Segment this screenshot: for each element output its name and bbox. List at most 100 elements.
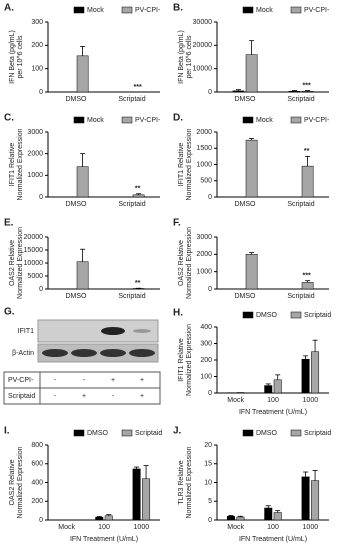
y-axis-label: OAS2 Relative: [9, 459, 16, 505]
legend-label: PV-CPI-: [135, 117, 161, 124]
legend-label: Scriptaid: [135, 430, 162, 437]
y-axis-label: OAS2 Relative: [9, 240, 16, 286]
legend-label: PV-CPI-: [304, 117, 330, 124]
x-tick-label: Scriptaid: [118, 96, 145, 103]
y-tick-label: 0: [208, 89, 212, 96]
sign: -: [54, 377, 57, 384]
x-tick-label: 100: [98, 524, 110, 531]
y-axis-label: OAS2 Relative: [178, 240, 185, 286]
legend-swatch: [73, 429, 85, 437]
bar: [132, 194, 145, 198]
y-tick-label: 15: [204, 461, 212, 468]
row-label: Scriptaid: [8, 393, 35, 400]
x-tick-label: Scriptaid: [118, 293, 145, 300]
significance: ***: [303, 82, 311, 89]
bar: [311, 480, 320, 521]
sign: +: [111, 377, 115, 384]
sign: +: [140, 393, 144, 400]
legend-swatch: [121, 116, 133, 124]
y-tick-label: 200: [31, 498, 43, 505]
legend-label: PV-CPI-: [135, 7, 161, 14]
y-tick-label: 20000: [193, 42, 213, 49]
y-tick-label: 500: [200, 178, 212, 185]
x-tick-label: DMSO: [235, 201, 257, 208]
y-tick-label: 10000: [24, 260, 44, 267]
y-tick-label: 0: [208, 517, 212, 524]
legend-label: Mock: [87, 7, 104, 14]
y-tick-label: 2000: [196, 251, 212, 258]
y-tick-label: 200: [31, 42, 43, 49]
y-axis-label: per 10^6 cells: [17, 35, 24, 78]
band-label: β-Actin: [12, 350, 34, 357]
blot-band: [129, 349, 155, 357]
legend-swatch: [121, 6, 133, 14]
y-axis-label: Normalized Expression: [186, 128, 193, 200]
significance: **: [135, 186, 141, 193]
sign: -: [83, 377, 86, 384]
sign: +: [82, 393, 86, 400]
bar: [132, 468, 141, 521]
x-tick-label: Scriptaid: [118, 201, 145, 208]
y-axis-label: IFN Beta (pg/mL): [9, 30, 16, 84]
legend-swatch: [290, 429, 302, 437]
bar: [301, 91, 314, 93]
legend-label: Scriptaid: [304, 312, 331, 319]
y-tick-label: 0: [208, 286, 212, 293]
panel-label: F.: [173, 218, 181, 229]
bar: [301, 165, 314, 198]
y-axis-label: TLR3 Relative: [178, 460, 185, 504]
legend-label: Mock: [256, 117, 273, 124]
bar: [76, 166, 89, 198]
x-tick-label: 100: [267, 524, 279, 531]
legend-swatch: [242, 6, 254, 14]
legend-label: DMSO: [87, 430, 109, 437]
x-tick-label: Mock: [227, 397, 244, 404]
bar: [76, 261, 89, 290]
bar: [104, 515, 113, 521]
panel-label: H.: [173, 308, 183, 319]
y-tick-label: 100: [31, 66, 43, 73]
y-axis-label: per 10^6 cells: [186, 35, 193, 78]
x-tick-label: DMSO: [235, 293, 257, 300]
x-axis-label: IFN Treatment (U/mL): [70, 536, 138, 543]
y-tick-label: 5000: [27, 273, 43, 280]
y-axis-label: IFIT1 Relative: [178, 338, 185, 382]
legend-swatch: [290, 311, 302, 319]
bar: [245, 254, 258, 290]
x-tick-label: Scriptaid: [287, 293, 314, 300]
y-tick-label: 600: [31, 461, 43, 468]
x-tick-label: Mock: [58, 524, 75, 531]
x-tick-label: DMSO: [66, 293, 88, 300]
significance: **: [135, 280, 141, 287]
panel-label: I.: [4, 426, 10, 437]
y-axis-label: Normalized Expression: [17, 227, 24, 299]
bar: [264, 385, 273, 394]
legend-swatch: [242, 429, 254, 437]
bar: [288, 91, 301, 93]
legend-label: Mock: [256, 7, 273, 14]
band-label: IFIT1: [18, 328, 34, 335]
y-tick-label: 100: [200, 373, 212, 380]
y-tick-label: 30000: [193, 19, 213, 26]
y-axis-label: IFIT1 Relative: [178, 143, 185, 187]
legend-swatch: [290, 116, 302, 124]
y-tick-label: 10000: [193, 66, 213, 73]
significance: **: [304, 148, 310, 155]
y-tick-label: 20000: [24, 234, 44, 241]
significance: ***: [303, 273, 311, 280]
blot-band: [100, 349, 126, 357]
y-tick-label: 1000: [196, 269, 212, 276]
y-tick-label: 800: [31, 442, 43, 449]
y-tick-label: 1500: [196, 145, 212, 152]
y-tick-label: 2000: [196, 129, 212, 136]
y-tick-label: 300: [31, 19, 43, 26]
x-axis-label: IFN Treatment (U/mL): [239, 409, 307, 416]
blot-band: [133, 329, 151, 333]
panel-label: E.: [4, 218, 14, 229]
y-axis-label: IFN Beta (pg/mL): [178, 30, 185, 84]
x-tick-label: DMSO: [66, 201, 88, 208]
legend-swatch: [121, 429, 133, 437]
y-axis-label: Normalized Expression: [17, 128, 24, 200]
y-tick-label: 20: [204, 442, 212, 449]
